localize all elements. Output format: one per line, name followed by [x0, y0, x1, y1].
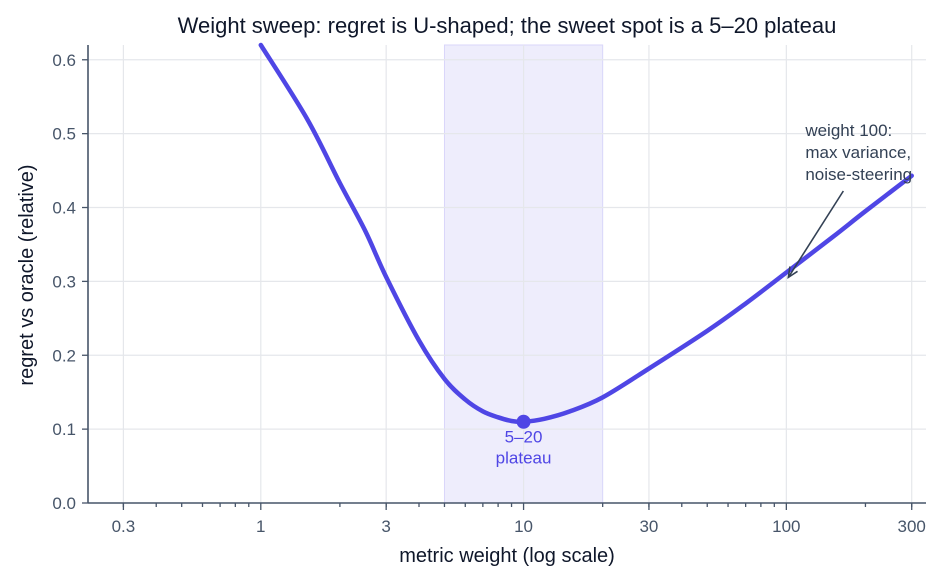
x-axis-label: metric weight (log scale) [399, 545, 615, 567]
x-tick-label: 300 [898, 517, 926, 536]
x-axis-ticks: 0.3 1 3 10 30 100 300 [112, 503, 926, 536]
x-tick-label: 10 [514, 517, 533, 536]
x-tick-label: 100 [772, 517, 800, 536]
variance-label-line: noise-steering [805, 165, 912, 184]
variance-annotation: weight 100: max variance, noise-steering [787, 121, 912, 280]
annotation-arrow-head [787, 266, 798, 280]
grid [88, 45, 926, 503]
y-axis-ticks: 0.0 0.1 0.2 0.3 0.4 0.5 0.6 [52, 51, 88, 513]
y-tick-label: 0.6 [52, 51, 76, 70]
x-tick-label: 3 [381, 517, 390, 536]
y-tick-label: 0.5 [52, 125, 76, 144]
y-tick-label: 0.2 [52, 346, 76, 365]
x-tick-label: 1 [256, 517, 265, 536]
chart-title: Weight sweep: regret is U-shaped; the sw… [178, 13, 837, 38]
plateau-annotation: 5–20 plateau [496, 428, 552, 468]
y-tick-label: 0.0 [52, 494, 76, 513]
variance-label-line: weight 100: [804, 121, 892, 140]
x-tick-label: 30 [639, 517, 658, 536]
minimum-marker [516, 414, 531, 429]
y-axis-label: regret vs oracle (relative) [16, 164, 38, 385]
plateau-label-line: 5–20 [505, 428, 543, 447]
plateau-label-line: plateau [496, 449, 552, 468]
y-tick-label: 0.1 [52, 420, 76, 439]
x-tick-label: 0.3 [112, 517, 136, 536]
y-tick-label: 0.3 [52, 272, 76, 291]
variance-label-line: max variance, [805, 143, 911, 162]
annotation-arrow-line [787, 190, 845, 278]
regret-curve [258, 42, 914, 425]
y-tick-label: 0.4 [52, 199, 76, 218]
